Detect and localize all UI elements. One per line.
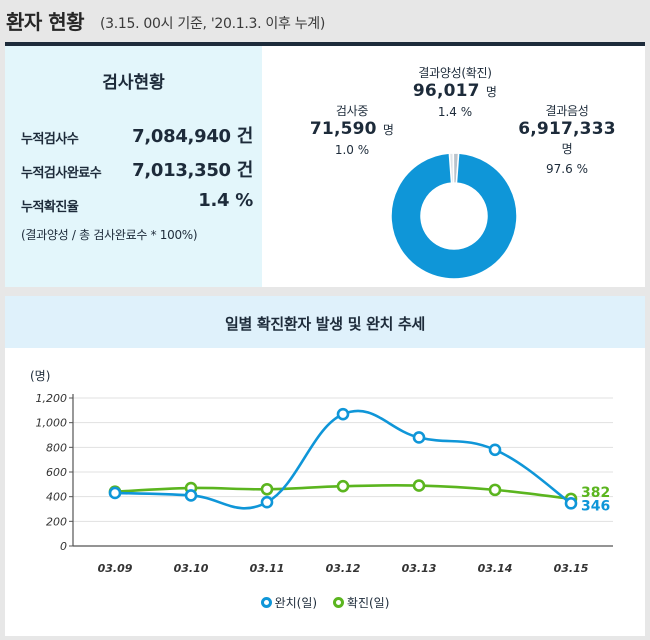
donut-label-name: 결과양성(확진) (418, 66, 492, 80)
donut-label-name: 검사중 (335, 104, 369, 118)
y-tick-label: 800 (46, 441, 67, 454)
x-tick-label: 03.13 (402, 562, 437, 575)
donut-label-unit: 명 (561, 142, 573, 156)
page-subtitle: (3.15. 00시 기준, '20.1.3. 이후 누계) (100, 16, 326, 32)
stat-value: 7,084,940 건 (132, 126, 253, 147)
y-tick-label: 1,200 (36, 392, 68, 405)
legend-circle-icon (260, 597, 272, 608)
x-tick-label: 03.10 (174, 562, 209, 575)
stat-label: 누적검사완료수 (21, 166, 102, 181)
data-point (412, 479, 426, 492)
data-point (108, 486, 122, 500)
stat-row-total-tests: 누적검사수 7,084,940 건 (21, 122, 253, 147)
legend-item-recovered[interactable]: 완치(일) (260, 594, 318, 611)
legend-circle-icon (332, 597, 344, 608)
donut-label-name: 결과음성 (545, 104, 589, 118)
data-point (260, 482, 274, 496)
data-point (336, 407, 350, 421)
daily-trend-panel: 일별 확진환자 발생 및 완치 추세 (명) 0 200 400 600 800 1,000… (5, 296, 645, 636)
donut-label-positive: 결과양성(확진) 96,017 명 1.4 % (400, 64, 510, 119)
donut-label-testing: 검사중 71,590 명 1.0 % (302, 102, 402, 157)
data-point (564, 497, 578, 510)
data-point (488, 483, 502, 497)
chart-title: 일별 확진환자 발생 및 완치 추세 (224, 315, 426, 333)
line-chart: (명) 0 200 400 600 800 1,000 1,200 03.09 03.10 03.1… (30, 369, 613, 575)
x-tick-label: 03.09 (98, 562, 133, 575)
y-tick-label: 600 (46, 466, 67, 479)
stat-row-positive-rate: 누적확진율 1.4 % (21, 190, 253, 215)
donut-label-negative: 결과음성 6,917,333 명 97.6 % (512, 102, 622, 176)
donut-label-pct: 1.0 % (334, 143, 370, 157)
donut-label-value: 71,590 명 (309, 119, 395, 139)
x-tick-label: 03.12 (326, 562, 361, 575)
header-rule (5, 42, 645, 46)
legend-label: 완치(일) (274, 596, 318, 610)
y-axis-unit: (명) (30, 369, 50, 383)
page-title: 환자 현황 (6, 10, 85, 34)
data-point (184, 489, 198, 502)
x-tick-label: 03.11 (250, 562, 285, 575)
x-tick-label: 03.14 (478, 562, 513, 575)
donut-area: 검사중 71,590 명 1.0 % 결과양성(확진) 96,017 명 1.4… (262, 46, 645, 287)
donut-label-value: 6,917,333 (518, 119, 616, 139)
donut-label-pct: 97.6 % (546, 162, 588, 176)
y-tick-label: 400 (46, 491, 67, 504)
series-line (114, 409, 572, 510)
stat-label: 누적검사수 (21, 132, 79, 147)
test-status-title: 검사현황 (102, 73, 165, 93)
summary-panel: 검사현황 누적검사수 7,084,940 건 누적검사완료수 7,013,350… (5, 46, 645, 287)
data-point (488, 443, 502, 457)
y-tick-label: 0 (60, 540, 67, 553)
donut-chart (390, 152, 518, 280)
donut-label-value: 96,017 명 (412, 81, 498, 101)
donut-slice (390, 152, 518, 280)
test-status-box: 검사현황 누적검사수 7,084,940 건 누적검사완료수 7,013,350… (5, 46, 262, 287)
chart-legend: 완치(일) 확진(일) (5, 594, 645, 611)
y-tick-label: 1,000 (36, 417, 68, 430)
data-point (260, 495, 274, 509)
x-tick-label: 03.15 (554, 562, 589, 575)
donut-label-pct: 1.4 % (437, 105, 473, 119)
data-label: 346 (581, 498, 610, 514)
stat-row-completed-tests: 누적검사완료수 7,013,350 건 (21, 156, 253, 181)
legend-label: 확진(일) (346, 596, 390, 610)
data-point (336, 479, 350, 493)
y-tick-label: 200 (46, 515, 67, 528)
stat-value: 1.4 % (198, 190, 253, 211)
positive-rate-note: (결과양성 / 총 검사완료수 * 100%) (21, 228, 198, 242)
stat-value: 7,013,350 건 (132, 160, 253, 181)
chart-title-bar: 일별 확진환자 발생 및 완치 추세 (5, 296, 645, 348)
legend-item-confirmed[interactable]: 확진(일) (332, 594, 390, 611)
data-point (412, 431, 426, 444)
stat-label: 누적확진율 (21, 200, 79, 215)
page-header: 환자 현황 (3.15. 00시 기준, '20.1.3. 이후 누계) (0, 0, 650, 46)
data-label: 382 (581, 485, 610, 501)
